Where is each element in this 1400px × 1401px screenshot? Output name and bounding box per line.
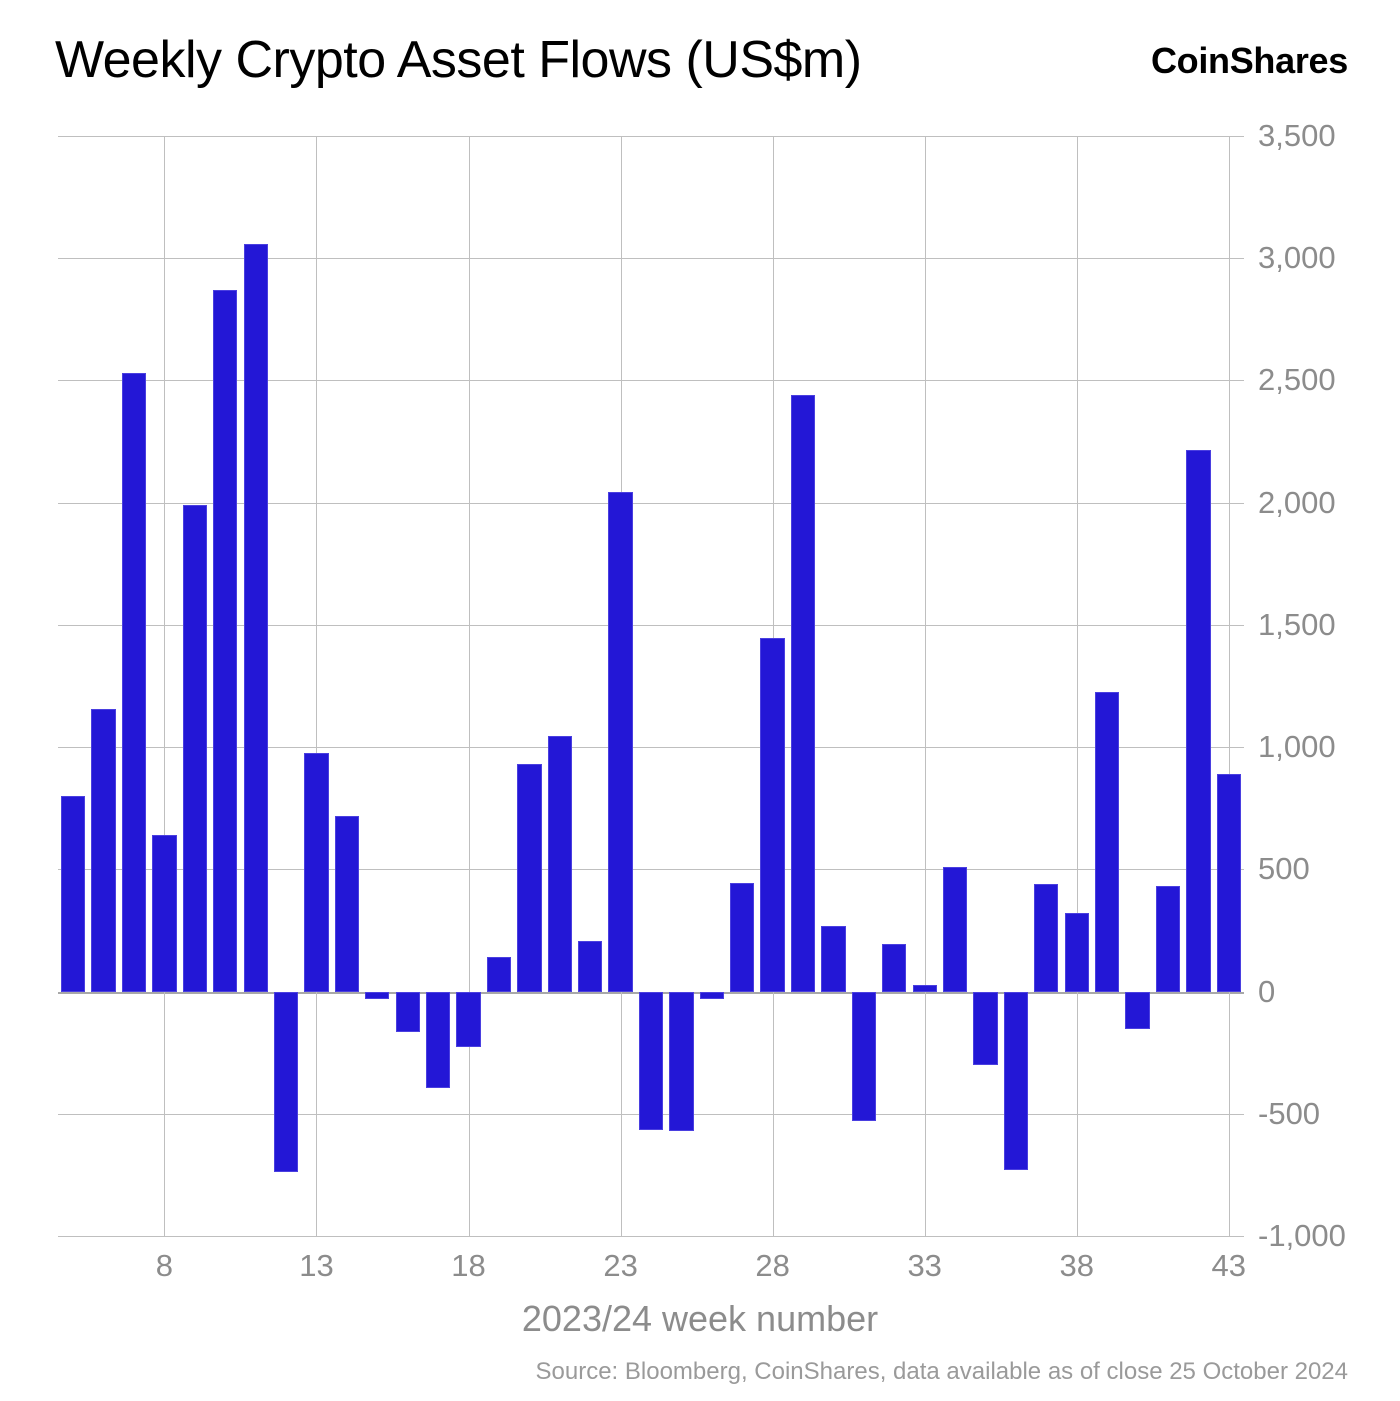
bar-week-21 xyxy=(547,736,572,992)
bar-week-31 xyxy=(851,991,877,1122)
bar-week-19 xyxy=(486,957,512,992)
bar-week-14 xyxy=(334,815,360,992)
gridline-1500 xyxy=(58,624,1244,626)
source-note: Source: Bloomberg, CoinShares, data avai… xyxy=(535,1358,1348,1385)
gridline-3500 xyxy=(58,136,1244,137)
x-tick-label: 43 xyxy=(1211,1248,1247,1283)
x-tick-label: 28 xyxy=(755,1248,790,1283)
vgridline-week-38 xyxy=(1076,136,1078,1236)
chart-header: Weekly Crypto Asset Flows (US$m) CoinSha… xyxy=(0,0,1400,120)
gridline-2000 xyxy=(58,502,1244,504)
y-tick-label: 3,500 xyxy=(1258,118,1336,153)
gridline-500 xyxy=(58,869,1244,871)
bar-week-25 xyxy=(669,991,694,1131)
vgridline-week-33 xyxy=(924,136,926,1236)
bar-week-30 xyxy=(821,925,846,992)
vgridline-week-13 xyxy=(316,136,318,1236)
bar-week-41 xyxy=(1155,886,1181,992)
bar-week-22 xyxy=(578,941,603,992)
bar-week-9 xyxy=(182,505,207,992)
x-tick-label: 18 xyxy=(451,1248,486,1283)
y-tick-label: -500 xyxy=(1258,1095,1321,1131)
x-tick-label: 8 xyxy=(155,1248,174,1283)
x-tick-label: 33 xyxy=(907,1248,942,1283)
bar-series xyxy=(58,136,1244,1236)
vgridline-week-43 xyxy=(1228,136,1230,1236)
y-tick-label: 500 xyxy=(1258,851,1310,887)
y-tick-label: 0 xyxy=(1258,973,1276,1009)
bar-week-43 xyxy=(1216,774,1241,992)
bar-week-26 xyxy=(699,991,724,999)
bar-week-12 xyxy=(273,991,299,1173)
page-title: Weekly Crypto Asset Flows (US$m) xyxy=(55,31,862,89)
bar-week-24 xyxy=(638,991,664,1130)
bar-week-29 xyxy=(790,395,816,992)
x-tick-label: 38 xyxy=(1059,1248,1094,1283)
bar-week-42 xyxy=(1186,450,1211,992)
bar-week-33 xyxy=(912,985,937,992)
y-tick-label: 2,500 xyxy=(1258,362,1336,398)
bar-week-32 xyxy=(882,943,907,992)
gridline-3000 xyxy=(58,258,1244,260)
y-tick-label: 1,500 xyxy=(1258,606,1336,642)
bar-week-13 xyxy=(304,753,329,992)
bar-week-5 xyxy=(61,796,86,992)
coinshares-logo: CoinShares xyxy=(1150,40,1348,81)
x-tick-label: 13 xyxy=(299,1248,334,1283)
bar-week-35 xyxy=(973,991,998,1065)
vgridline-week-18 xyxy=(468,136,470,1236)
gridline-2500 xyxy=(58,380,1244,382)
bar-week-40 xyxy=(1125,991,1150,1030)
bar-week-37 xyxy=(1034,884,1059,992)
vgridline-week-8 xyxy=(164,136,166,1236)
y-tick-label: 2,000 xyxy=(1258,484,1336,520)
bar-week-18 xyxy=(456,991,481,1047)
x-tick-label: 23 xyxy=(603,1248,638,1283)
bar-week-23 xyxy=(608,491,633,992)
bar-week-7 xyxy=(121,373,147,992)
bar-week-27 xyxy=(730,882,755,992)
bar-week-34 xyxy=(942,866,968,992)
bar-week-11 xyxy=(243,243,268,992)
bar-week-38 xyxy=(1064,913,1089,992)
bar-week-10 xyxy=(213,290,238,992)
gridline--1000 xyxy=(58,1236,1244,1237)
bar-week-15 xyxy=(365,991,390,999)
y-tick-label: 3,000 xyxy=(1258,240,1336,276)
x-axis-label: 2023/24 week number xyxy=(521,1298,879,1339)
bar-week-28 xyxy=(760,638,785,992)
y-tick-label: -1,000 xyxy=(1258,1218,1346,1253)
bar-week-20 xyxy=(517,764,542,992)
bar-week-6 xyxy=(91,709,116,992)
y-tick-label: 1,000 xyxy=(1258,729,1336,765)
gridline-1000 xyxy=(58,747,1244,749)
bar-week-36 xyxy=(1003,991,1029,1170)
bar-week-17 xyxy=(425,991,451,1089)
bar-week-8 xyxy=(152,835,177,992)
plot-area xyxy=(58,136,1244,1237)
bar-week-39 xyxy=(1094,692,1120,992)
bar-week-16 xyxy=(395,991,420,1032)
